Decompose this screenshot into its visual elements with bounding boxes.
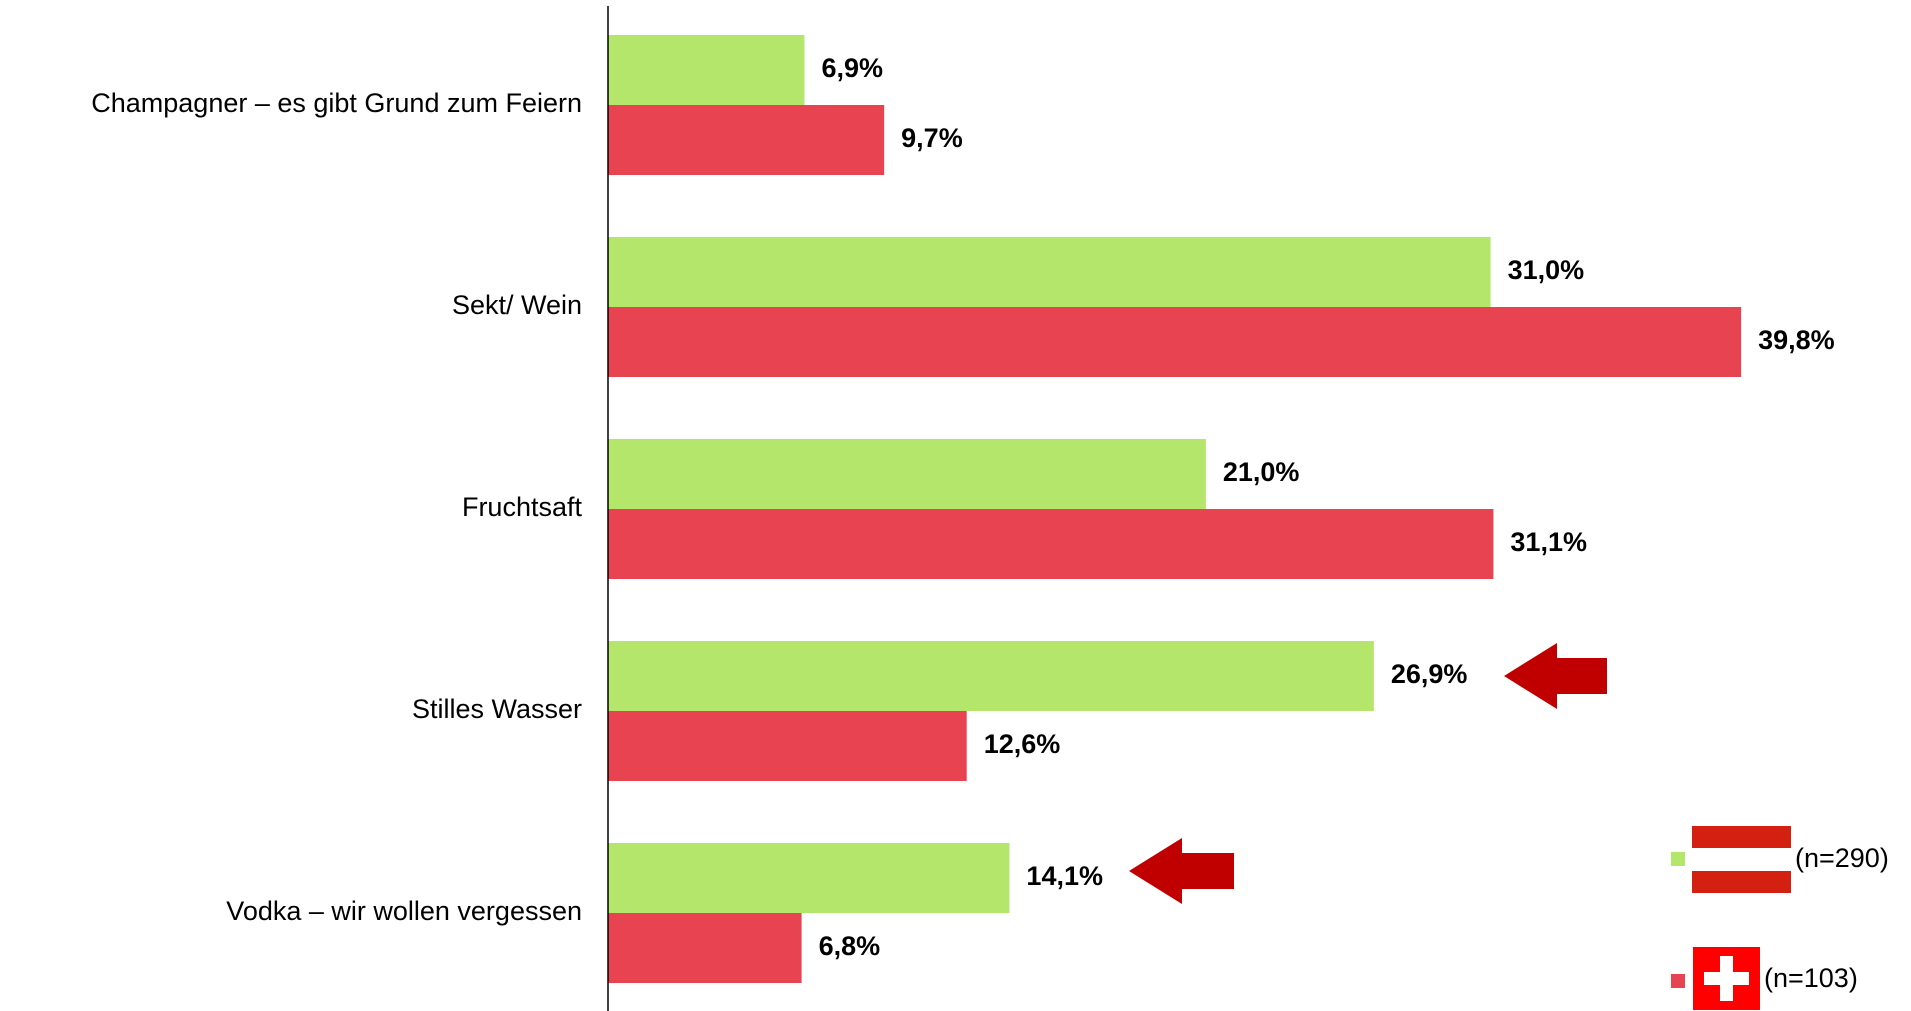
highlight-arrow: [1504, 643, 1607, 709]
legend-swatch: [1671, 974, 1685, 988]
highlight-arrow: [1129, 838, 1234, 904]
bar: [608, 105, 885, 175]
category-label: Vodka – wir wollen vergessen: [226, 896, 582, 926]
value-label: 9,7%: [901, 123, 963, 153]
bar: [608, 439, 1206, 509]
legend-label: (n=290): [1795, 843, 1889, 873]
flag-switzerland: [1693, 947, 1760, 1010]
bar: [608, 913, 802, 983]
bar: [608, 35, 805, 105]
bar: [608, 641, 1374, 711]
category-label: Stilles Wasser: [412, 694, 582, 724]
bar: [608, 843, 1010, 913]
value-label: 6,9%: [821, 53, 883, 83]
category-label: Sekt/ Wein: [452, 290, 582, 320]
value-label: 31,0%: [1508, 255, 1585, 285]
value-label: 6,8%: [819, 931, 881, 961]
value-label: 14,1%: [1026, 861, 1103, 891]
value-label: 31,1%: [1510, 527, 1587, 557]
value-label: 21,0%: [1223, 457, 1300, 487]
bar: [608, 711, 967, 781]
category-label: Fruchtsaft: [462, 492, 583, 522]
value-label: 39,8%: [1758, 325, 1835, 355]
category-label: Champagner – es gibt Grund zum Feiern: [91, 88, 582, 118]
bar: [608, 509, 1494, 579]
flag-austria: [1692, 826, 1791, 893]
bar: [608, 237, 1491, 307]
legend-swatch: [1671, 852, 1685, 866]
value-label: 12,6%: [984, 729, 1061, 759]
legend-label: (n=103): [1764, 963, 1858, 993]
bar: [608, 307, 1742, 377]
value-label: 26,9%: [1391, 659, 1468, 689]
